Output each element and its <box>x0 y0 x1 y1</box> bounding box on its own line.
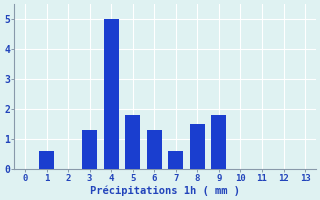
X-axis label: Précipitations 1h ( mm ): Précipitations 1h ( mm ) <box>90 185 240 196</box>
Bar <box>168 151 183 169</box>
Bar <box>82 130 97 169</box>
Bar <box>39 151 54 169</box>
Bar <box>125 115 140 169</box>
Bar <box>147 130 162 169</box>
Bar <box>104 19 119 169</box>
Bar <box>190 124 205 169</box>
Bar <box>211 115 227 169</box>
